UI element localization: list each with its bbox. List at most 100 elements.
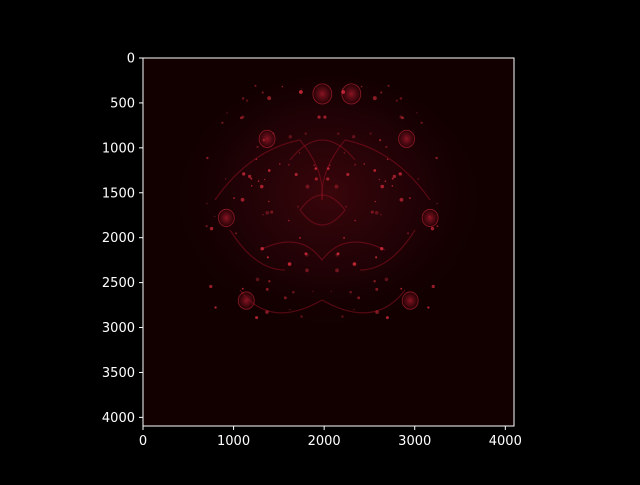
y-tick-label: 2000	[102, 231, 135, 246]
pattern-dot	[328, 164, 331, 167]
pattern-dot	[349, 290, 352, 294]
pattern-dot	[343, 236, 345, 239]
y-tick-label: 4000	[102, 411, 135, 426]
pattern-dot	[399, 115, 403, 119]
pattern-dot	[255, 158, 258, 161]
pattern-dot	[304, 132, 307, 135]
y-tick-label: 1000	[102, 141, 135, 156]
heatmap-pattern	[178, 76, 479, 337]
pattern-arc	[321, 139, 431, 201]
pattern-dot	[241, 115, 245, 119]
pattern-dot	[407, 232, 410, 235]
pattern-dot	[370, 210, 374, 214]
pattern-dot	[326, 167, 330, 170]
pattern-dot	[369, 132, 372, 135]
pattern-dot	[380, 91, 383, 94]
pattern-dot	[336, 252, 340, 256]
pattern-dot	[268, 200, 270, 203]
pattern-dot	[205, 225, 208, 228]
axes-frame	[142, 57, 515, 427]
pattern-ring	[217, 208, 235, 227]
pattern-dot	[256, 145, 259, 149]
pattern-dot	[374, 200, 376, 203]
pattern-dot	[292, 290, 295, 294]
pattern-dot	[391, 177, 394, 180]
pattern-dot	[314, 177, 318, 181]
pattern-dot	[399, 197, 404, 202]
pattern-dot	[337, 132, 340, 135]
pattern-dot	[268, 279, 271, 283]
pattern-blob	[310, 81, 335, 107]
pattern-dot	[209, 226, 214, 231]
pattern-dot	[283, 296, 287, 300]
pattern-dot	[288, 219, 290, 222]
x-tick-label: 3000	[398, 434, 431, 449]
pattern-blob	[420, 207, 441, 229]
pattern-dot	[392, 174, 397, 179]
pattern-dot	[304, 252, 308, 256]
pattern-dot	[385, 145, 388, 149]
pattern-dot	[267, 169, 271, 172]
pattern-dot	[234, 232, 237, 235]
pattern-dot	[206, 202, 208, 205]
pattern-dot	[323, 115, 327, 119]
pattern-dot	[287, 163, 290, 166]
pattern-dot	[354, 163, 357, 166]
pattern-blob	[339, 81, 364, 107]
pattern-dot	[314, 167, 318, 170]
pattern-dot	[264, 178, 266, 181]
pattern-dot	[375, 310, 379, 314]
pattern-blob	[400, 289, 421, 312]
pattern-arc	[229, 229, 286, 271]
pattern-dot	[265, 310, 269, 314]
pattern-dot	[239, 116, 243, 120]
pattern-dot	[267, 96, 272, 101]
pattern-blob	[257, 128, 278, 150]
pattern-dot	[213, 215, 216, 218]
pattern-dot	[254, 84, 257, 87]
pattern-dot	[242, 172, 246, 176]
pattern-dot	[387, 84, 390, 87]
x-tick-label: 4000	[489, 434, 522, 449]
pattern-dot	[357, 296, 361, 300]
pattern-dot	[294, 172, 298, 177]
pattern-dot	[435, 156, 438, 160]
pattern-dot	[341, 88, 343, 90]
pattern-ring	[258, 129, 276, 148]
pattern-ring	[312, 83, 333, 105]
pattern-dot	[281, 85, 284, 88]
pattern-dot	[289, 308, 291, 311]
pattern-dot	[373, 279, 376, 283]
x-tick-label: 1000	[217, 434, 250, 449]
pattern-dot	[300, 315, 303, 318]
pattern-arc	[289, 139, 356, 161]
pattern-dot	[259, 184, 264, 189]
pattern-dot	[341, 90, 346, 94]
pattern-arc	[214, 139, 323, 201]
pattern-dot	[247, 174, 252, 179]
pattern-dot	[299, 236, 301, 239]
pattern-dot	[214, 306, 217, 309]
pattern-dot	[379, 138, 382, 142]
pattern-dot	[233, 197, 236, 200]
pattern-dot	[272, 132, 275, 135]
pattern-dot	[375, 256, 378, 259]
x-tick-label: 0	[139, 434, 147, 449]
pattern-dot	[241, 287, 244, 290]
pattern-dot	[378, 178, 380, 181]
pattern-dot	[209, 284, 213, 289]
pattern-dot	[346, 172, 350, 177]
pattern-dot	[305, 184, 310, 189]
pattern-dot	[206, 156, 209, 160]
pattern-dot	[240, 197, 245, 202]
pattern-dot	[265, 210, 270, 215]
pattern-dot	[401, 116, 405, 120]
pattern-dot	[430, 226, 435, 231]
pattern-dot	[385, 316, 389, 320]
pattern-dot	[436, 202, 438, 205]
pattern-dot	[260, 246, 264, 251]
pattern-dot	[257, 180, 260, 182]
pattern-dot	[384, 180, 387, 182]
pattern-blob	[396, 128, 417, 150]
